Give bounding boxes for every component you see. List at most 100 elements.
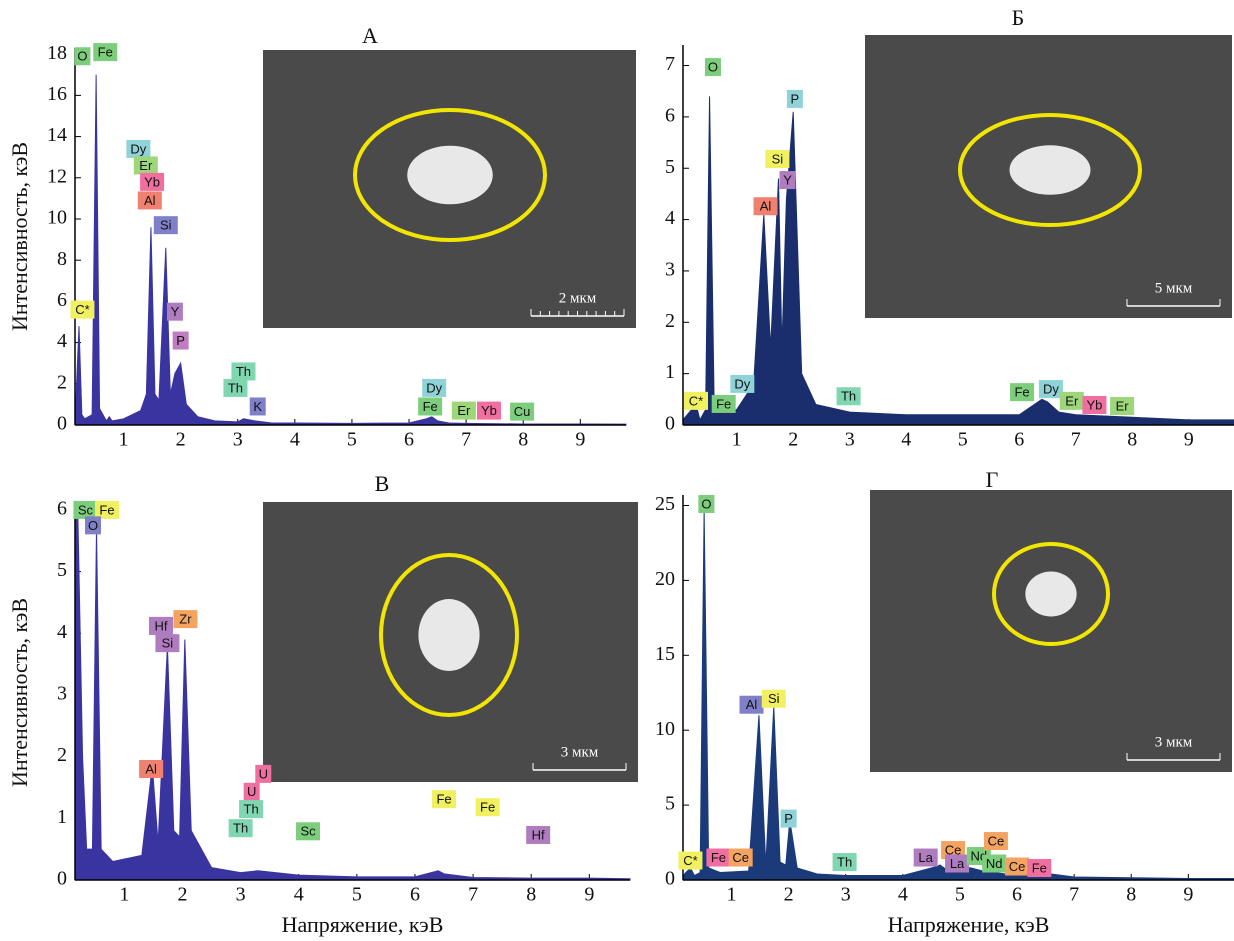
sem-image [870, 490, 1232, 772]
element-tag [779, 171, 796, 190]
element-label: K [253, 399, 262, 414]
element-tag [140, 172, 165, 191]
element-tag [945, 854, 970, 873]
element-tag [1110, 397, 1135, 415]
x-tick-label: 6 [1012, 884, 1022, 906]
element-label: Th [236, 364, 251, 379]
highlight-ring [353, 108, 547, 242]
element-label: Yb [144, 174, 160, 189]
element-tag [74, 47, 91, 66]
element-tag [761, 689, 786, 708]
element-label: Er [1065, 393, 1079, 408]
y-tick-label: 6 [57, 289, 67, 311]
element-tag [1010, 383, 1035, 402]
element-label: Th [228, 380, 243, 395]
element-label: Yb [1086, 397, 1102, 412]
x-tick-label: 3 [233, 429, 243, 451]
y-tick-label: 5 [57, 559, 67, 581]
spectrum [682, 96, 1234, 426]
y-tick-label: 0 [57, 413, 67, 435]
element-label: Fe [1014, 385, 1029, 400]
x-tick-label: 2 [788, 429, 798, 451]
y-tick-label: 10 [655, 718, 675, 740]
element-tag [94, 500, 119, 519]
element-tag [913, 848, 938, 867]
element-tag [510, 402, 535, 421]
element-label: Th [244, 802, 259, 817]
element-tag [1027, 859, 1052, 878]
x-tick-label: 5 [347, 429, 357, 451]
x-tick-label: 6 [410, 884, 420, 906]
element-tag [173, 610, 198, 629]
x-tick-label: 9 [584, 884, 594, 906]
element-tag [255, 764, 272, 783]
y-tick-label: 8 [57, 248, 67, 270]
element-tag [422, 378, 447, 397]
element-label: Si [768, 691, 780, 706]
particle [418, 599, 480, 671]
element-label: Si [160, 218, 172, 233]
element-label: C* [689, 393, 703, 408]
element-label: La [950, 856, 965, 871]
element-tag [706, 848, 731, 867]
y-tick-label: 20 [655, 568, 675, 590]
element-tag [137, 191, 162, 210]
element-label: Ce [945, 842, 962, 857]
element-label: La [918, 850, 933, 865]
element-label: Fe [716, 396, 731, 411]
scale-bar-label: 2 мкм [559, 290, 597, 306]
element-tag [765, 150, 790, 168]
element-label: Er [1116, 398, 1130, 413]
element-tag [149, 616, 174, 635]
element-label: Dy [130, 141, 146, 156]
element-label: O [88, 518, 98, 533]
x-tick-label: 3 [845, 429, 855, 451]
element-label: Si [772, 151, 784, 166]
element-label: Fe [711, 850, 726, 865]
x-tick-label: 9 [1184, 429, 1194, 451]
element-label: Th [233, 821, 248, 836]
panel-title: Г [986, 467, 999, 492]
y-tick-label: 15 [655, 643, 675, 665]
y-tick-label: 7 [665, 53, 675, 75]
x-tick-label: 9 [1183, 884, 1193, 906]
element-tag [476, 401, 501, 420]
x-tick-label: 3 [236, 884, 246, 906]
x-tick-label: 1 [732, 429, 742, 451]
element-label: Fe [480, 800, 495, 815]
y-tick-label: 4 [665, 207, 675, 229]
element-label: Al [760, 199, 772, 214]
element-label: Dy [1043, 381, 1059, 396]
element-tag [1005, 857, 1030, 876]
y-tick-label: 5 [665, 156, 675, 178]
y-tick-label: 0 [57, 868, 67, 890]
x-tick-label: 5 [352, 884, 362, 906]
element-tag [126, 139, 151, 158]
x-tick-label: 2 [178, 884, 188, 906]
element-label: Hf [532, 827, 545, 842]
x-tick-label: 1 [119, 884, 129, 906]
x-tick-label: 4 [294, 884, 304, 906]
element-label: Fe [423, 399, 438, 414]
element-label: Ce [1009, 859, 1026, 874]
element-tag [704, 58, 721, 77]
y-tick-label: 10 [47, 207, 67, 229]
element-tag [786, 89, 803, 108]
element-tag [239, 800, 264, 819]
element-tag [228, 819, 253, 838]
element-tag [243, 782, 260, 801]
x-tick-label: 7 [461, 429, 471, 451]
element-label: Si [162, 636, 174, 651]
x-tick-label: 1 [119, 429, 129, 451]
element-label: Al [144, 193, 156, 208]
element-tag [93, 43, 118, 62]
element-tag [249, 397, 266, 416]
panel-title: Б [1012, 5, 1025, 30]
element-tag [711, 394, 736, 413]
spectrum [74, 74, 627, 426]
element-label: Nd [986, 856, 1003, 871]
x-tick-label: 4 [901, 429, 911, 451]
element-label: Fe [1032, 860, 1047, 875]
y-tick-label: 25 [655, 493, 675, 515]
element-label: Fe [98, 45, 113, 60]
